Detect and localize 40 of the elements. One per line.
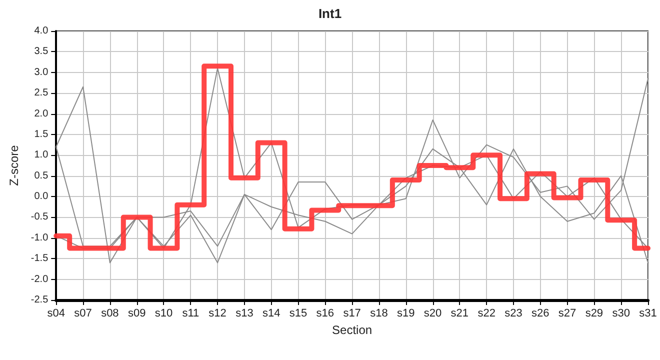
chart-title: Int1 [318,6,342,21]
x-tick-label: s13 [236,308,254,320]
x-tick-label: s14 [262,308,280,320]
y-tick-label: 3.5 [34,46,49,58]
y-tick-label: 2.5 [34,88,49,99]
x-tick-label: s27 [558,308,576,320]
x-tick-label: s23 [504,308,522,320]
y-tick-label: 1.0 [34,150,49,161]
y-tick-label: -1.5 [30,253,49,264]
x-tick-label: s19 [396,308,415,320]
y-tick-label: 3.0 [34,66,49,78]
x-tick-label: s15 [289,308,308,320]
x-tick-label: s21 [450,308,469,320]
y-tick-label: -1.0 [30,232,49,244]
x-tick-label: s26 [532,308,550,320]
x-tick-label: s22 [478,308,496,320]
y-tick-label: 1.5 [34,128,49,140]
x-tick-label: s20 [424,308,442,320]
x-tick-label: s12 [208,308,226,320]
y-tick-label: 4.0 [34,26,49,36]
y-tick-label: -0.5 [30,212,49,223]
x-tick-label: s07 [74,308,92,320]
x-tick-label: s30 [612,308,630,320]
x-tick-label: s29 [585,308,604,320]
x-tick-label: s16 [316,308,334,320]
y-axis-title: Z-score [7,144,21,186]
x-tick-label: s18 [370,308,388,320]
x-tick-label: s08 [101,308,119,320]
x-axis-title: Section [332,322,372,337]
x-tick-label: s09 [128,308,146,320]
x-tick-label: s04 [47,308,66,320]
y-tick-label: 0.0 [34,191,49,202]
y-tick-label: -2.0 [30,274,49,285]
x-tick-label: s11 [182,308,200,320]
y-tick-label: 0.5 [34,170,49,182]
y-tick-label: -2.5 [30,294,49,306]
x-tick-label: s31 [639,308,657,320]
x-tick-label: s10 [154,308,173,320]
y-tick-label: 2.0 [34,108,49,120]
x-tick-label: s17 [343,308,361,320]
